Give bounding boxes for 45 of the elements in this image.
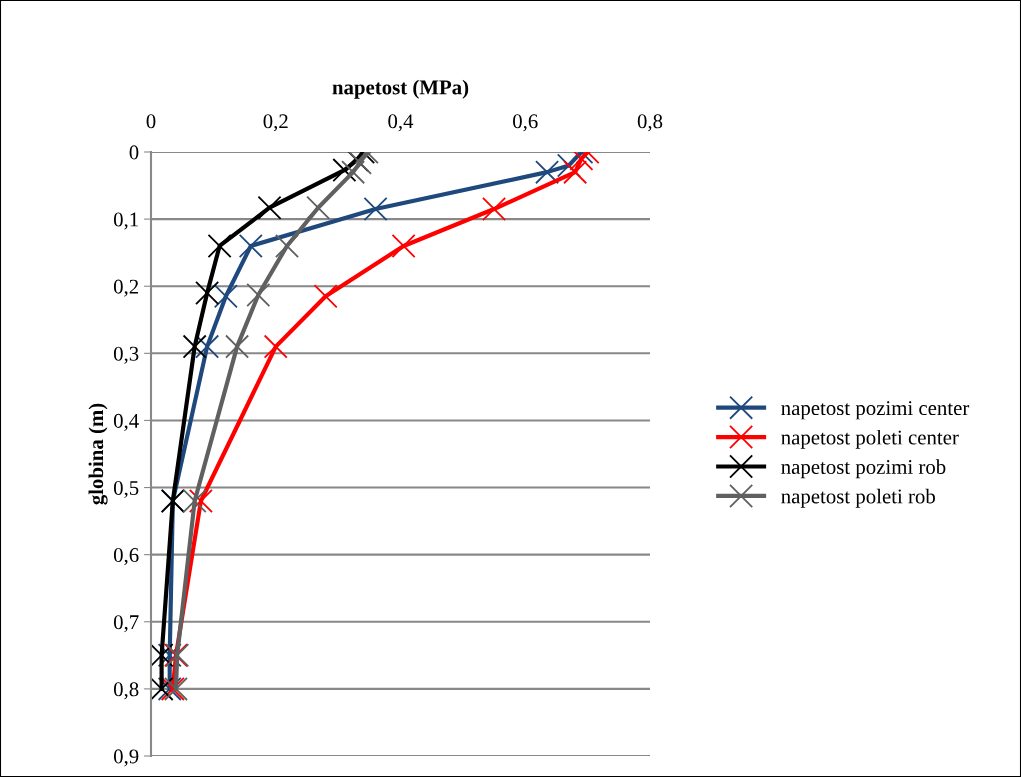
point	[207, 233, 232, 258]
x-tick-label: 0,8	[637, 114, 663, 132]
x-tick-label: 0,4	[388, 114, 414, 132]
x-tick-label: 0	[146, 114, 156, 129]
legend-label: napetost poleti center	[781, 429, 959, 449]
point	[391, 233, 416, 258]
y-tick-label: 0,2	[113, 279, 139, 297]
point	[225, 334, 250, 359]
y-tick-label: 0,7	[113, 615, 139, 633]
point	[274, 233, 299, 258]
point	[195, 334, 220, 359]
point	[151, 643, 174, 668]
y-tick-label: 0,8	[113, 682, 139, 700]
y-tick-label: 0,6	[113, 548, 139, 566]
y-tick-label: 0,9	[113, 749, 139, 767]
point	[341, 160, 366, 185]
point	[535, 160, 560, 185]
y-tick-label: 0,4	[113, 413, 139, 431]
point	[363, 197, 388, 222]
y-tick-label: 0,5	[113, 480, 139, 498]
legend-label: napetost pozimi center	[781, 401, 970, 420]
point	[238, 233, 263, 258]
x-axis-title: napetost (MPa)	[332, 79, 469, 99]
point	[332, 158, 357, 183]
point	[246, 282, 271, 307]
point	[257, 195, 282, 220]
x-tick-label: 0,6	[513, 114, 538, 132]
point	[151, 676, 174, 701]
y-axis-title: globina (m)	[88, 403, 108, 505]
point	[563, 160, 588, 185]
legend-label: napetost pozimi rob	[781, 459, 946, 479]
x-tick-label: 0,2	[263, 114, 288, 132]
point	[263, 334, 288, 359]
point	[306, 195, 331, 220]
point	[182, 334, 207, 359]
point	[213, 284, 238, 309]
point	[195, 280, 220, 305]
y-tick-label: 0,1	[113, 212, 138, 230]
y-tick-label: 0	[129, 145, 139, 160]
point	[188, 488, 213, 513]
legend-label: napetost poleti rob	[781, 488, 935, 508]
point	[182, 488, 207, 513]
point	[313, 284, 338, 309]
y-tick-label: 0,3	[113, 346, 139, 364]
point	[482, 197, 507, 222]
